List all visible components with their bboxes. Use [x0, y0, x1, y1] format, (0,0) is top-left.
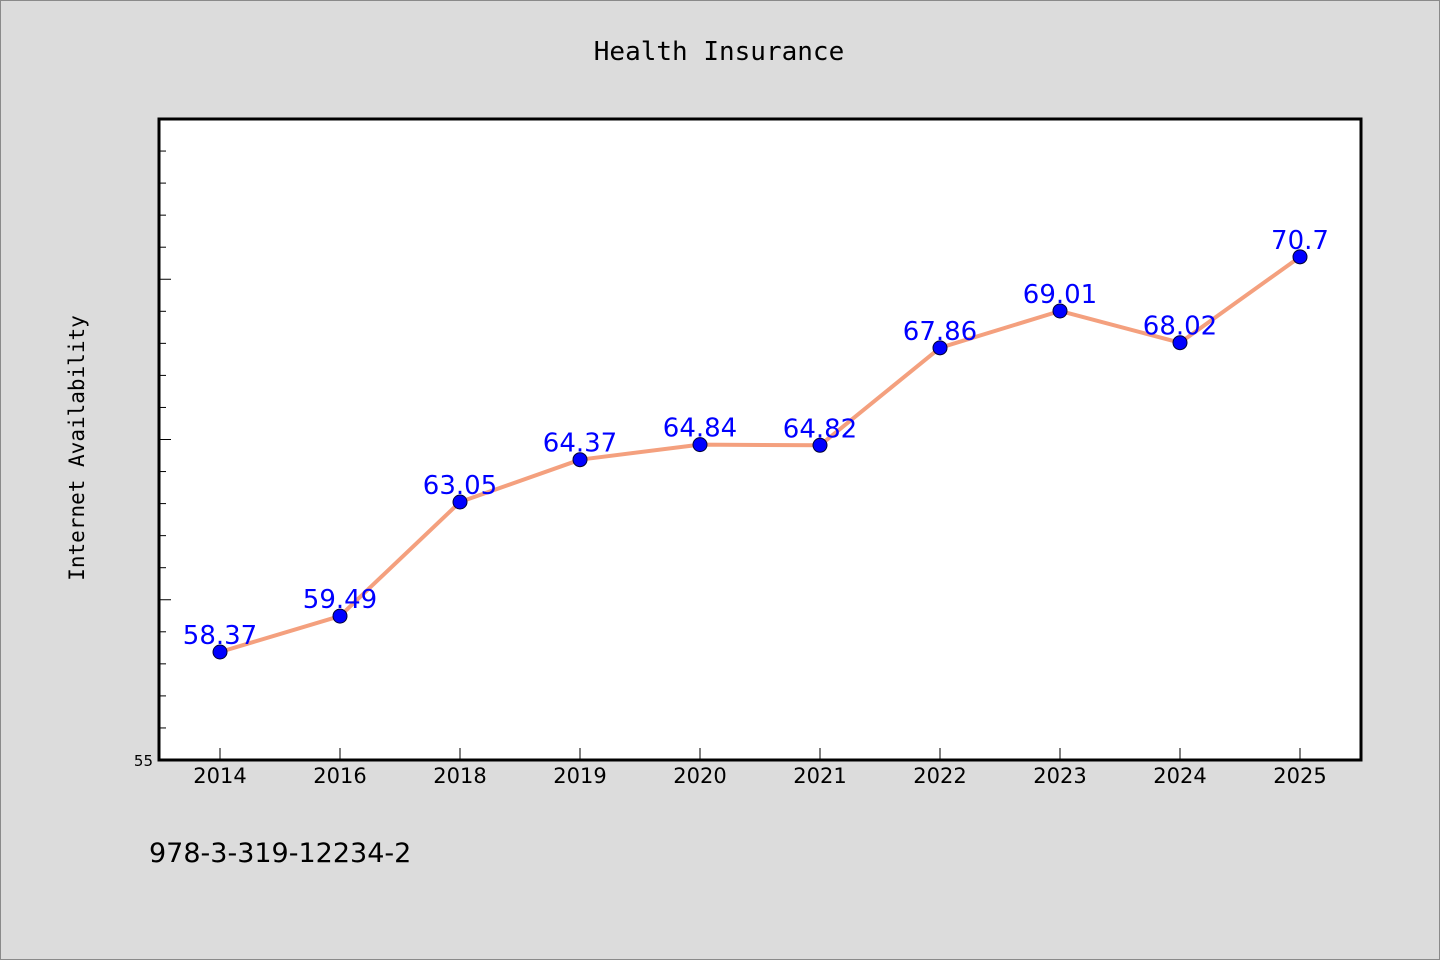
x-tick-label: 2014	[193, 764, 246, 788]
data-point	[212, 644, 228, 660]
data-label: 69.01	[1023, 280, 1097, 310]
data-point	[572, 452, 588, 468]
data-point	[1292, 249, 1308, 265]
x-tick-label: 2016	[313, 764, 366, 788]
data-point	[1052, 303, 1068, 319]
x-tick-label: 2025	[1273, 764, 1326, 788]
data-point	[452, 494, 468, 510]
data-point	[1172, 335, 1188, 351]
x-axis-ticks: 2014 2016 2018 2019 2020 2021 2022 2023 2024 2025	[193, 748, 1327, 788]
chart-title: Health Insurance	[594, 37, 844, 67]
data-markers	[212, 249, 1308, 660]
y-tick-label: 55	[134, 752, 153, 770]
data-labels: 58.37 59.49 63.05 64.37 64.84 64.82 67.86 69.01…	[183, 226, 1329, 651]
data-label: 67.86	[903, 317, 977, 347]
y-axis-ticks: 55	[134, 118, 171, 770]
data-label: 58.37	[183, 621, 257, 651]
data-label: 64.82	[783, 414, 857, 444]
series-line	[218, 254, 1302, 654]
data-label: 70.7	[1271, 226, 1329, 256]
data-point	[332, 608, 348, 624]
isbn-footer: 978-3-319-12234-2	[149, 838, 411, 869]
x-tick-label: 2024	[1153, 764, 1206, 788]
x-tick-label: 2019	[553, 764, 606, 788]
data-point	[932, 340, 948, 356]
series-line-group	[218, 254, 1302, 654]
plot-area	[157, 117, 1363, 762]
x-tick-label: 2021	[793, 764, 846, 788]
data-label: 64.84	[663, 414, 737, 444]
x-tick-label: 2023	[1033, 764, 1086, 788]
data-point	[812, 437, 828, 453]
data-point	[692, 437, 708, 453]
x-tick-label: 2022	[913, 764, 966, 788]
x-tick-label: 2020	[673, 764, 726, 788]
data-label: 68.02	[1143, 312, 1217, 342]
data-label: 63.05	[423, 471, 497, 501]
y-axis-label: Internet Availability	[65, 315, 89, 581]
x-tick-label: 2018	[433, 764, 486, 788]
data-label: 59.49	[303, 585, 377, 615]
data-label: 64.37	[543, 429, 617, 459]
